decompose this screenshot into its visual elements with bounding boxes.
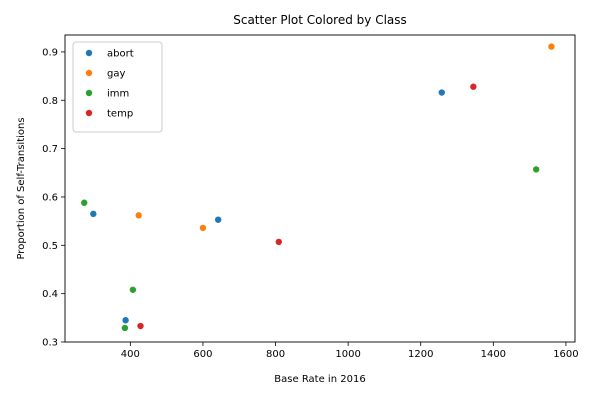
data-point-gay [548,43,555,50]
y-tick-label: 0.3 [42,338,58,349]
legend-label-abort: abort [107,49,134,60]
data-point-abort [122,317,129,324]
data-point-temp [470,83,477,90]
chart-title: Scatter Plot Colored by Class [233,13,407,27]
data-point-temp [275,238,283,246]
legend-label-temp: temp [107,109,133,120]
x-tick-label: 400 [121,349,140,360]
y-tick-label: 0.6 [42,192,58,203]
y-tick-label: 0.7 [42,144,58,155]
plot-area [81,43,555,332]
y-axis-label: Proportion of Self-Transitions [16,117,27,259]
y-tick-label: 0.9 [42,47,58,58]
y-tick-label: 0.4 [42,289,58,300]
data-point-abort [214,216,222,223]
data-point-imm [532,166,540,173]
data-point-abort [438,89,445,96]
x-axis-label: Base Rate in 2016 [274,374,365,385]
x-tick-label: 1000 [335,349,360,360]
legend-marker-gay [85,69,93,77]
y-axis-ticks: 0.3 0.4 0.5 0.6 0.7 0.8 0.9 [42,47,65,349]
y-tick-label: 0.8 [42,96,58,107]
x-tick-label: 1600 [553,349,578,360]
x-tick-label: 1200 [408,349,433,360]
x-tick-label: 600 [193,349,212,360]
data-point-abort [90,210,97,218]
data-point-imm [81,199,88,206]
x-tick-label: 1400 [481,349,506,360]
x-tick-label: 800 [266,349,285,360]
y-tick-label: 0.5 [42,241,58,252]
data-point-temp [137,322,144,330]
legend-label-gay: gay [107,69,125,80]
legend-marker-abort [85,49,93,57]
legend-box [72,41,163,133]
legend-marker-imm [85,89,93,97]
data-point-gay [199,224,207,232]
legend-label-imm: imm [107,89,129,100]
data-point-gay [135,212,142,219]
legend: abort gay imm temp [72,41,163,133]
data-point-imm [129,286,137,293]
plot-frame [64,34,576,343]
data-point-imm [121,324,129,332]
x-axis-ticks: 400 600 800 1000 1200 1400 1600 [121,342,579,360]
legend-marker-temp [85,109,93,117]
